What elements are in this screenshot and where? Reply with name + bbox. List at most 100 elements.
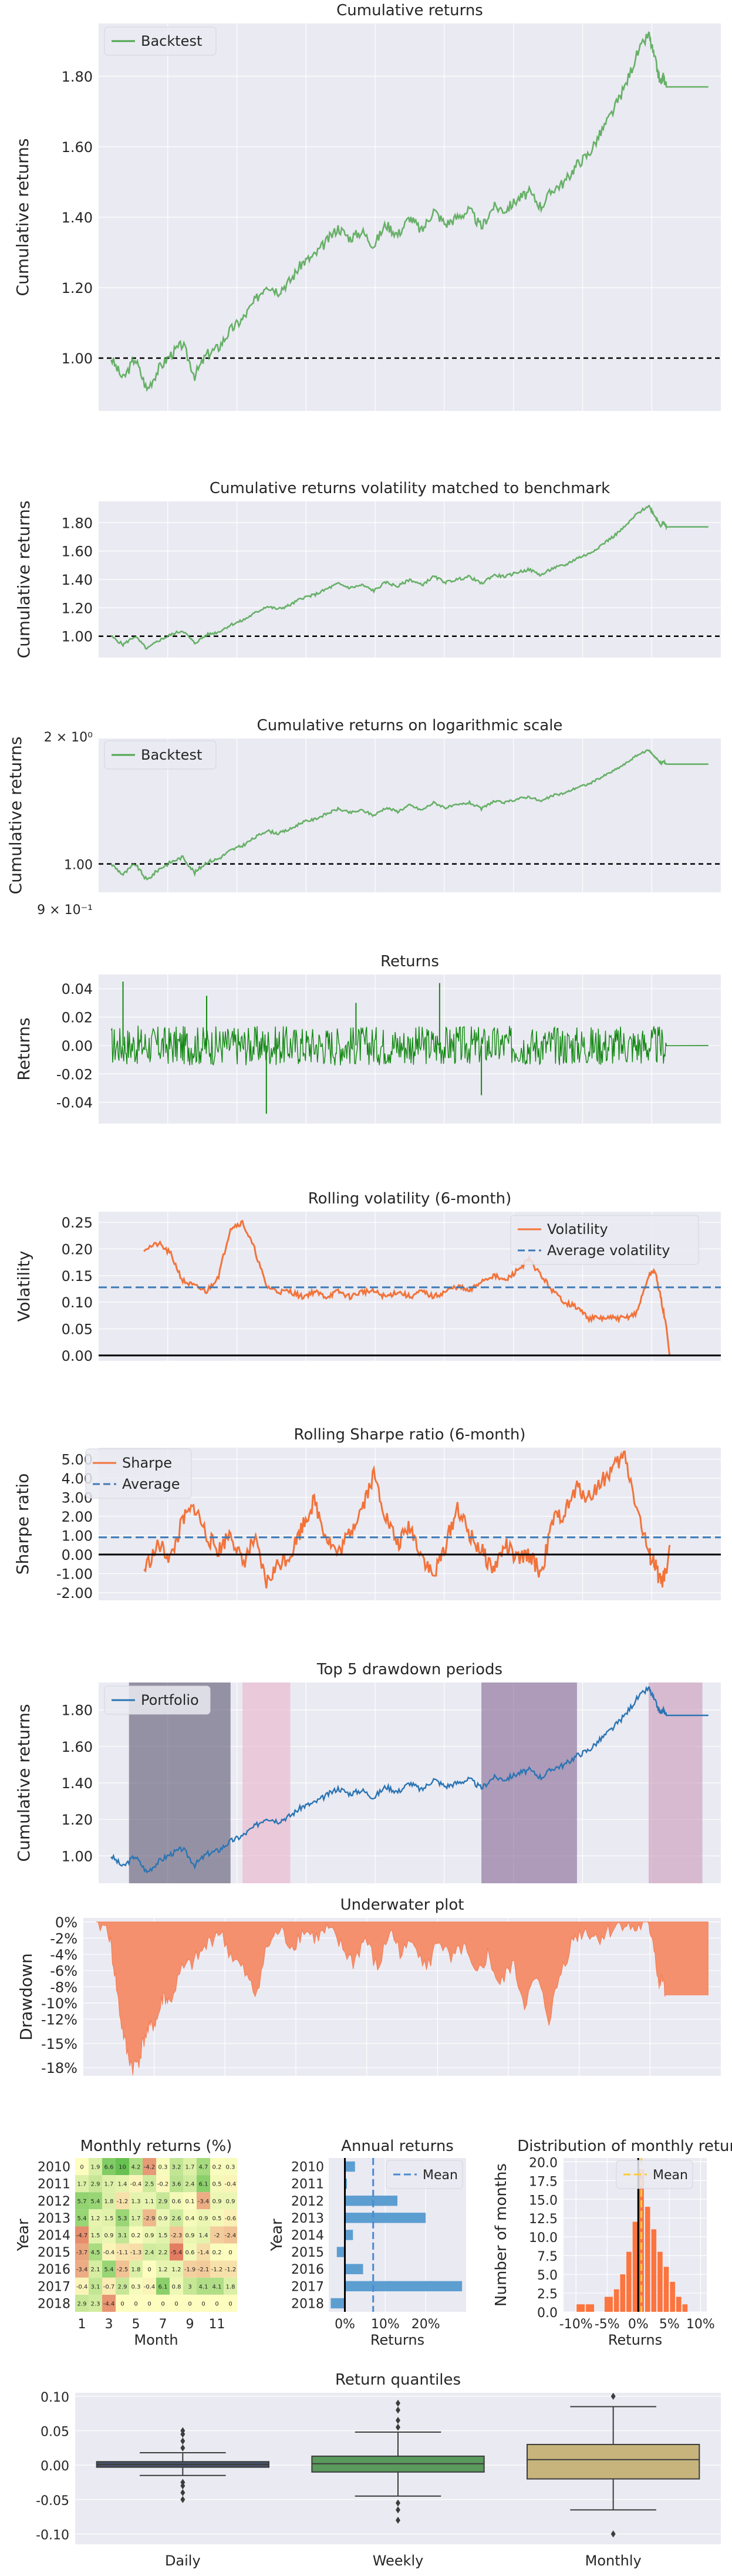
axis-label: Year — [15, 2218, 32, 2251]
gridlines — [99, 23, 721, 411]
y-tick-label: 0.02 — [62, 1010, 93, 1026]
heatmap-cell — [156, 2243, 170, 2261]
x-tick-label: 20% — [411, 2317, 440, 2332]
legend: Mean — [616, 2160, 693, 2189]
heatmap-value: 6.1 — [158, 2284, 168, 2290]
heatmap-value: -0.4 — [103, 2250, 115, 2256]
chart-title: Return quantiles — [335, 2371, 461, 2389]
heatmap-cell — [197, 2260, 210, 2278]
y-tick-label: 2014 — [38, 2228, 70, 2243]
heatmap-cell — [156, 2260, 170, 2278]
heatmap-cell — [170, 2277, 183, 2295]
legend-box — [616, 2160, 693, 2189]
annual-bar — [330, 2298, 345, 2309]
legend-box — [104, 740, 217, 770]
legend: Backtest — [104, 740, 217, 770]
heatmap-value: -4.7 — [76, 2233, 88, 2239]
heatmap-value: 0.9 — [226, 2199, 235, 2205]
heatmap-value: -1.4 — [198, 2250, 210, 2256]
heatmap-cell — [156, 2192, 170, 2210]
legend-label: Average — [122, 1476, 180, 1492]
outlier — [396, 2406, 400, 2414]
y-tick-label: -4% — [50, 1947, 77, 1963]
y-tick-label: 0.00 — [62, 1348, 93, 1364]
legend-box — [104, 1685, 211, 1715]
y-tick-label: -2.00 — [56, 1585, 93, 1601]
heatmap-cell — [224, 2294, 237, 2312]
x-tick-label: 10% — [371, 2317, 400, 2332]
heatmap-cell — [89, 2158, 102, 2176]
x-tick-label: 1 — [78, 2317, 86, 2332]
heatmap-value: 0.6 — [172, 2199, 181, 2205]
y-tick-label: 0.25 — [62, 1215, 93, 1231]
series-line — [110, 749, 709, 881]
heatmap-cell — [210, 2260, 224, 2278]
heatmap-value: 1.8 — [226, 2284, 235, 2290]
heatmap-value: 2.5 — [145, 2181, 154, 2188]
y-tick-label: 2.00 — [62, 1509, 93, 1525]
heatmap-value: 2.1 — [91, 2267, 100, 2273]
axis-label: Returns — [14, 1017, 33, 1081]
axis-label: Cumulative returns — [13, 139, 32, 296]
heatmap-value: 0 — [134, 2301, 137, 2307]
heatmap-cell — [116, 2158, 129, 2176]
chart-title: Rolling volatility (6-month) — [308, 1190, 511, 1208]
heatmap-cell — [224, 2260, 237, 2278]
y-tick-label: 2012 — [291, 2194, 324, 2209]
axis-label: Sharpe ratio — [13, 1474, 32, 1575]
heatmap-value: 1.8 — [104, 2199, 114, 2205]
heatmap-value: 0.5 — [212, 2216, 222, 2222]
y-ticks: -0.04 -0.02 0.00 0.02 0.04 — [56, 981, 93, 1111]
x-tick-label: Daily — [165, 2553, 201, 2569]
y-tick-label: 2015 — [291, 2245, 324, 2260]
x-tick-label: -5% — [595, 2317, 620, 2332]
chart-returns: -0.04 -0.02 0.00 0.02 0.04 Returns Returns — [14, 953, 721, 1124]
y-tick-label: -0.04 — [56, 1095, 93, 1111]
annual-bar — [336, 2247, 345, 2257]
heatmap-value: 0 — [161, 2301, 164, 2307]
heatmap-cell — [102, 2260, 116, 2278]
histogram-bar — [586, 2304, 595, 2312]
heatmap-cell — [75, 2243, 89, 2261]
heatmap-cell — [197, 2226, 210, 2244]
axis-label: Volatility — [14, 1251, 33, 1322]
heatmap-cell — [183, 2243, 197, 2261]
chart-underwater: 0%-2%-4%-6%-8%-10%-12% -15% -18% Underwater… — [16, 1896, 721, 2076]
heatmap-cell — [156, 2209, 170, 2227]
heatmap-value: 6.1 — [199, 2181, 208, 2188]
y-tick-label: 2018 — [291, 2297, 324, 2311]
heatmap-value: 0.3 — [226, 2164, 235, 2171]
heatmap-value: 0.9 — [185, 2233, 195, 2239]
heatmap-value: 1.5 — [104, 2216, 114, 2222]
histogram-bar — [632, 2221, 638, 2312]
heatmap-cell — [75, 2175, 89, 2193]
heatmap-value: 4.2 — [131, 2164, 141, 2171]
chart-volmatch: 1.00 1.20 1.40 1.60 1.80 Cumulative returns v… — [14, 480, 721, 658]
heatmap-cell — [210, 2277, 224, 2295]
heatmap-cell — [143, 2294, 156, 2312]
legend-box — [85, 1448, 192, 1499]
y-tick-label: 2010 — [291, 2160, 324, 2175]
histogram-bar — [663, 2267, 669, 2312]
heatmap-value: 0.9 — [212, 2199, 222, 2205]
heatmap-value: 3.6 — [172, 2181, 181, 2188]
heatmap-value: -0.4 — [76, 2284, 88, 2290]
heatmap-cell — [156, 2158, 170, 2176]
legend: Mean — [386, 2160, 463, 2189]
heatmap-cell — [75, 2260, 89, 2278]
heatmap-cell — [129, 2294, 143, 2312]
y-tick-label: 10.0 — [529, 2231, 558, 2245]
histogram-bar — [657, 2251, 663, 2312]
heatmap-cell — [224, 2192, 237, 2210]
annual-bar — [345, 2264, 363, 2274]
heatmap-cell — [224, 2226, 237, 2244]
heatmap-value: -4.4 — [103, 2301, 115, 2307]
legend-box — [510, 1215, 699, 1265]
heatmap-value: 0.9 — [158, 2216, 168, 2222]
y-tick-label: 0.05 — [41, 2425, 69, 2440]
heatmap-value: -5.4 — [171, 2250, 183, 2256]
y-tick-label: 1.00 — [64, 858, 93, 873]
y-tick-label: 2017 — [38, 2280, 70, 2294]
heatmap-value: 1.9 — [91, 2164, 100, 2171]
drawdown-period — [481, 1683, 577, 1883]
